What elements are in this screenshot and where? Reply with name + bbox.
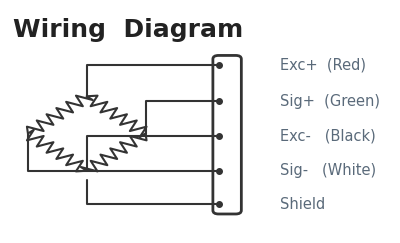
Text: Wiring  Diagram: Wiring Diagram bbox=[13, 18, 243, 42]
Text: Sig+  (Green): Sig+ (Green) bbox=[280, 94, 380, 109]
Text: Sig-   (White): Sig- (White) bbox=[280, 163, 376, 178]
Text: Exc+  (Red): Exc+ (Red) bbox=[280, 58, 366, 73]
Text: Shield: Shield bbox=[280, 197, 326, 212]
Text: Exc-   (Black): Exc- (Black) bbox=[280, 128, 376, 143]
